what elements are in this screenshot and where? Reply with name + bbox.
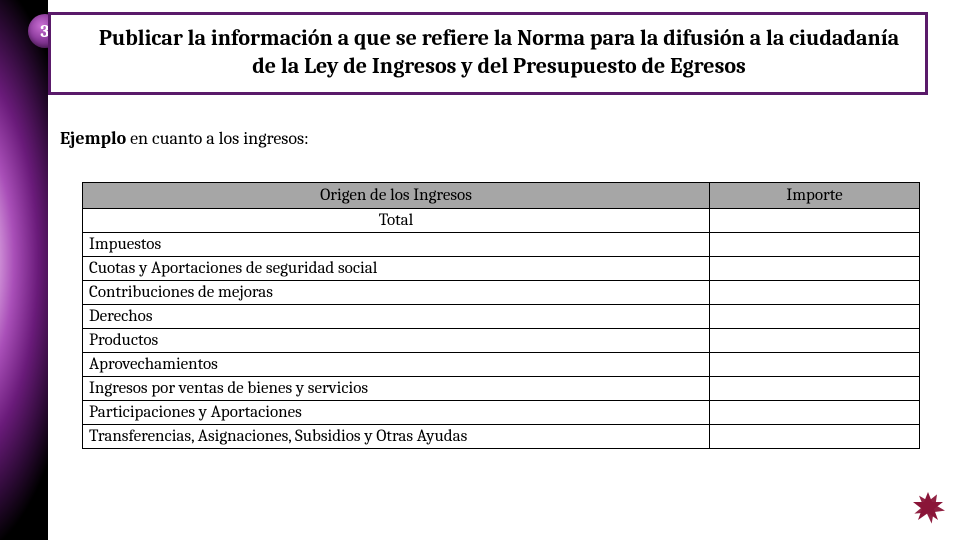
total-label: Total xyxy=(83,209,710,233)
row-amount xyxy=(710,329,920,353)
row-amount xyxy=(710,377,920,401)
side-decorative-gradient xyxy=(0,0,48,540)
table-row: Ingresos por ventas de bienes y servicio… xyxy=(83,377,920,401)
total-amount xyxy=(710,209,920,233)
row-amount xyxy=(710,281,920,305)
table-row: Productos xyxy=(83,329,920,353)
col-header-importe: Importe xyxy=(710,183,920,209)
page-title: Publicar la información a que se refiere… xyxy=(91,25,907,80)
row-amount xyxy=(710,425,920,449)
row-label: Aprovechamientos xyxy=(83,353,710,377)
table-total-row: Total xyxy=(83,209,920,233)
table-row: Derechos xyxy=(83,305,920,329)
star-icon xyxy=(908,490,948,530)
table-row: Participaciones y Aportaciones xyxy=(83,401,920,425)
row-amount xyxy=(710,257,920,281)
row-label: Ingresos por ventas de bienes y servicio… xyxy=(83,377,710,401)
table-row: Aprovechamientos xyxy=(83,353,920,377)
table-row: Contribuciones de mejoras xyxy=(83,281,920,305)
row-label: Derechos xyxy=(83,305,710,329)
row-label: Cuotas y Aportaciones de seguridad socia… xyxy=(83,257,710,281)
ingresos-table: Origen de los Ingresos Importe Total Imp… xyxy=(82,182,920,449)
table-header-row: Origen de los Ingresos Importe xyxy=(83,183,920,209)
table-row: Cuotas y Aportaciones de seguridad socia… xyxy=(83,257,920,281)
col-header-origen: Origen de los Ingresos xyxy=(83,183,710,209)
row-label: Contribuciones de mejoras xyxy=(83,281,710,305)
row-amount xyxy=(710,233,920,257)
table-row: Impuestos xyxy=(83,233,920,257)
row-label: Impuestos xyxy=(83,233,710,257)
row-amount xyxy=(710,353,920,377)
example-caption-rest: en cuanto a los ingresos: xyxy=(126,128,309,149)
table-row: Transferencias, Asignaciones, Subsidios … xyxy=(83,425,920,449)
row-amount xyxy=(710,305,920,329)
title-box: Publicar la información a que se refiere… xyxy=(48,12,928,95)
table-body: Total ImpuestosCuotas y Aportaciones de … xyxy=(83,209,920,449)
example-caption: Ejemplo en cuanto a los ingresos: xyxy=(60,128,309,149)
row-label: Transferencias, Asignaciones, Subsidios … xyxy=(83,425,710,449)
row-label: Participaciones y Aportaciones xyxy=(83,401,710,425)
example-caption-bold: Ejemplo xyxy=(60,128,126,149)
row-label: Productos xyxy=(83,329,710,353)
row-amount xyxy=(710,401,920,425)
